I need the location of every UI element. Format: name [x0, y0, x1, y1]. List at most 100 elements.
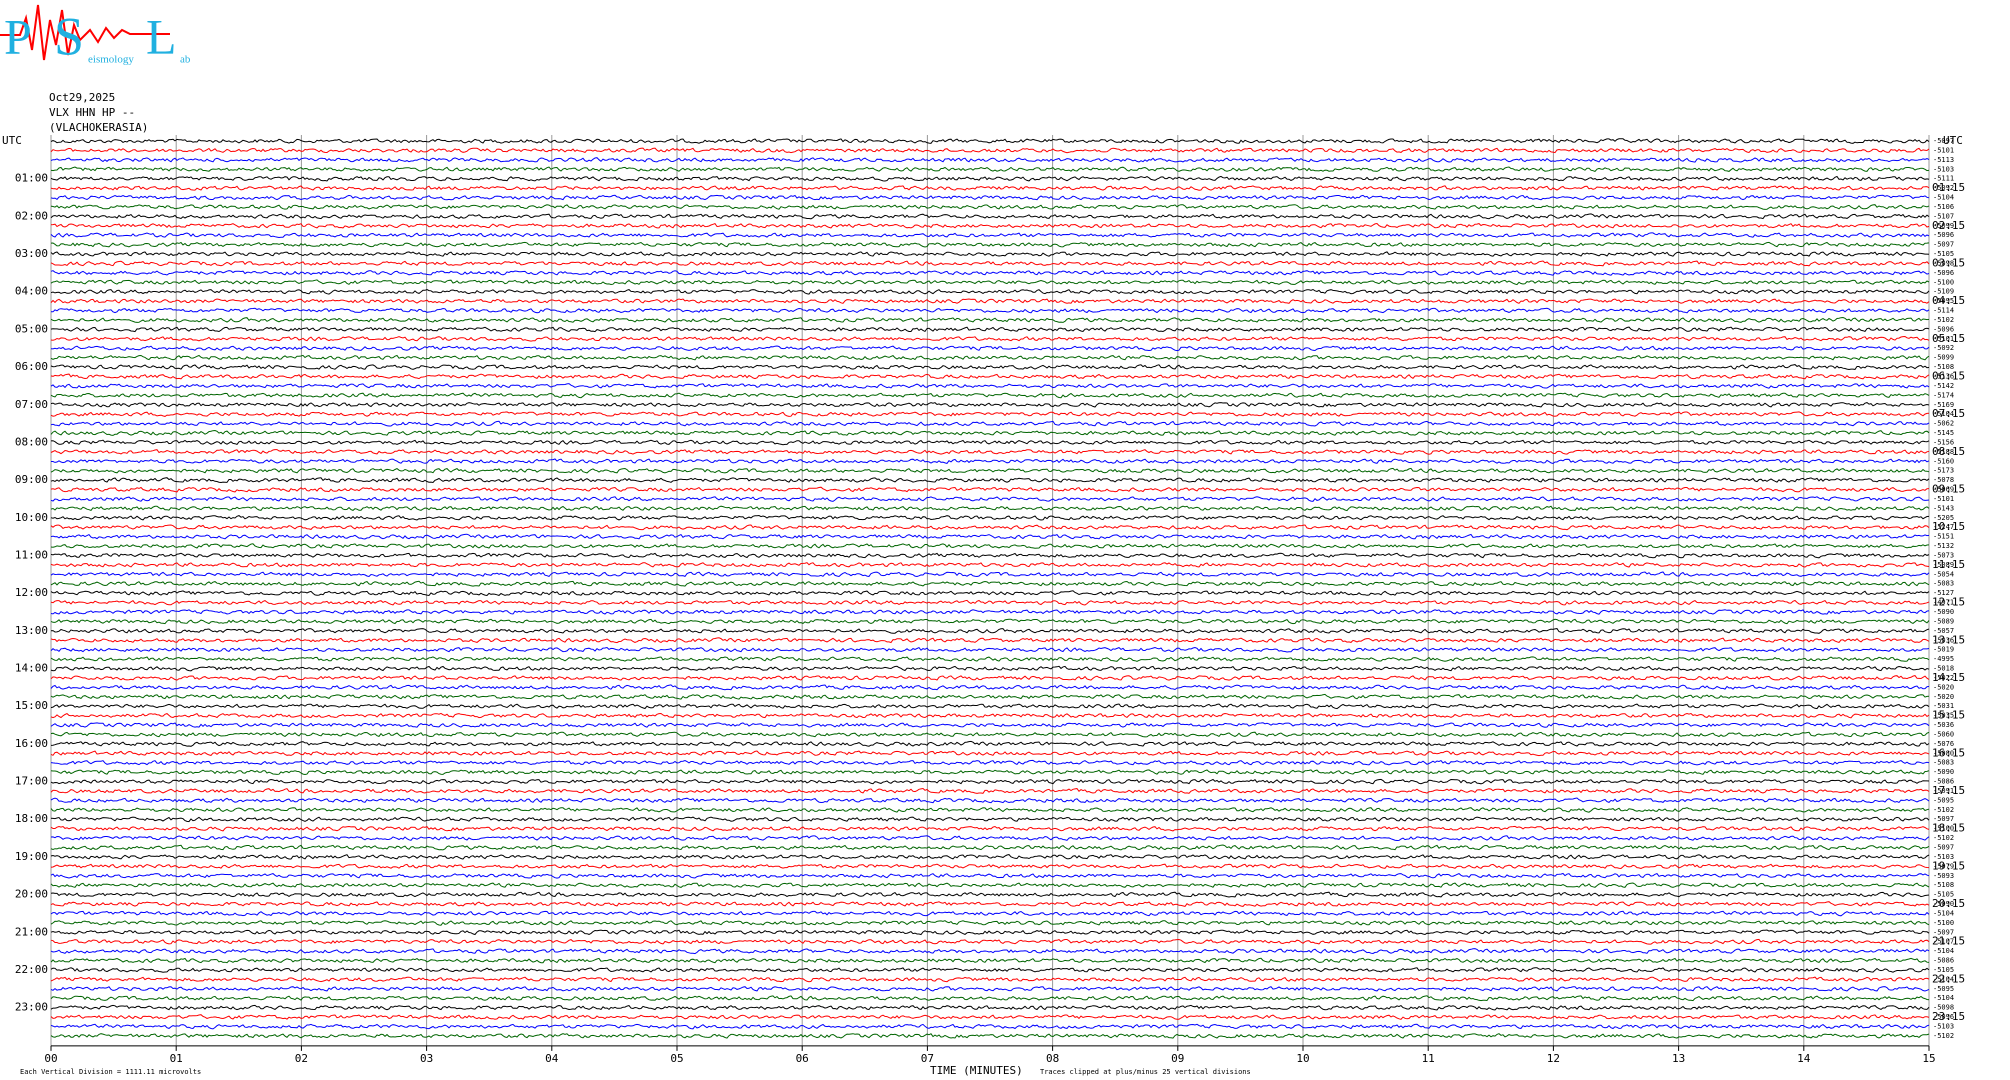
x-tick-label: 06 — [796, 1052, 809, 1065]
traces — [50, 138, 1930, 1039]
trace-offset: -5020 — [1933, 693, 1954, 701]
trace-offset: -5104 — [1933, 994, 1954, 1002]
trace — [50, 157, 1930, 163]
trace-offset: -5174 — [1933, 391, 1954, 399]
trace-offset: -5247 — [1933, 523, 1954, 531]
header-site: (VLACHOKERASIA) — [49, 121, 148, 134]
trace — [50, 477, 1930, 484]
x-tick-label: 08 — [1046, 1052, 1059, 1065]
trace-offset: -5114 — [1933, 307, 1954, 315]
x-tick-label: 07 — [921, 1052, 934, 1065]
trace-offset: -5104 — [1933, 410, 1954, 418]
trace — [50, 345, 1930, 352]
trace — [50, 543, 1930, 549]
right-time-label: 15:15 — [1932, 709, 1965, 722]
trace-offset: -5019 — [1933, 646, 1954, 654]
right-time-label: 20:15 — [1932, 897, 1965, 910]
trace-offset: -5090 — [1933, 900, 1954, 908]
trace-offset: -5073 — [1933, 551, 1954, 559]
trace-offset: -5080 — [1933, 749, 1954, 757]
trace — [50, 383, 1930, 389]
trace-offset: -5102 — [1933, 806, 1954, 814]
trace-offset: -5097 — [1933, 844, 1954, 852]
right-time-label: 06:15 — [1932, 370, 1965, 383]
right-time-label: 18:15 — [1932, 822, 1965, 835]
trace-offset: -5096 — [1933, 325, 1954, 333]
trace-offset: -5205 — [1933, 514, 1954, 522]
x-tick-label: 13 — [1672, 1052, 1685, 1065]
x-tick-label: 10 — [1296, 1052, 1309, 1065]
trace-offset: -5156 — [1933, 438, 1954, 446]
left-time-label: 09:00 — [15, 473, 48, 486]
trace — [50, 835, 1930, 842]
left-time-label: 02:00 — [15, 209, 48, 222]
trace-offset: -5097 — [1933, 815, 1954, 823]
trace-offset: -5145 — [1933, 429, 1954, 437]
trace-offset: -5107 — [1933, 938, 1954, 946]
trace-offset: -5098 — [1933, 259, 1954, 267]
trace — [50, 138, 1930, 144]
trace — [50, 750, 1930, 757]
logo-wave — [0, 4, 170, 61]
footnote: Traces clipped at plus/minus 25 vertical… — [1040, 1068, 1251, 1076]
trace — [50, 628, 1930, 634]
trace — [50, 213, 1930, 220]
trace-offset: -5102 — [1933, 834, 1954, 842]
trace — [50, 1014, 1930, 1020]
trace-offset: -5093 — [1933, 872, 1954, 880]
trace — [50, 995, 1930, 1002]
trace-offset: -5090 — [1933, 768, 1954, 776]
trace-offset: -5151 — [1933, 533, 1954, 541]
trace-offset: -5103 — [1933, 165, 1954, 173]
trace-offset: -5096 — [1933, 269, 1954, 277]
trace — [50, 618, 1930, 625]
left-time-label: 17:00 — [15, 775, 48, 788]
trace — [50, 251, 1930, 257]
right-time-label: 17:15 — [1932, 784, 1965, 797]
x-axis-title: TIME (MINUTES) — [930, 1064, 1023, 1077]
trace-offset: -4971 — [1933, 599, 1954, 607]
trace — [50, 580, 1930, 587]
trace — [50, 807, 1930, 813]
left-time-label: 10:00 — [15, 511, 48, 524]
trace — [50, 175, 1930, 182]
trace — [50, 948, 1930, 955]
trace-offset: -5100 — [1933, 919, 1954, 927]
trace-offset: -5108 — [1933, 363, 1954, 371]
trace-offset: -5104 — [1933, 975, 1954, 983]
x-tick-label: 02 — [295, 1052, 308, 1065]
trace-offset: -5083 — [1933, 759, 1954, 767]
right-time-label: 12:15 — [1932, 596, 1965, 609]
x-tick-label: 15 — [1922, 1052, 1935, 1065]
trace-offset: -5101 — [1933, 495, 1954, 503]
trace — [50, 863, 1930, 870]
trace-offset: -5100 — [1933, 278, 1954, 286]
left-time-label: 16:00 — [15, 737, 48, 750]
trace — [50, 920, 1930, 926]
trace — [50, 166, 1930, 172]
left-time-label: 21:00 — [15, 925, 48, 938]
trace — [50, 298, 1930, 304]
trace — [50, 722, 1930, 728]
trace-offset: -5036 — [1933, 636, 1954, 644]
left-time-label: 13:00 — [15, 624, 48, 637]
right-time-label: 07:15 — [1932, 407, 1965, 420]
trace-offset: -5018 — [1933, 665, 1954, 673]
trace-offset: -5102 — [1933, 316, 1954, 324]
trace — [50, 439, 1930, 446]
trace-offset: -5105 — [1933, 891, 1954, 899]
trace-offset: -5062 — [1933, 420, 1954, 428]
trace — [50, 844, 1930, 851]
trace-offset: -5103 — [1933, 1022, 1954, 1030]
trace-offset: -5104 — [1933, 909, 1954, 917]
trace — [50, 693, 1930, 700]
trace — [50, 335, 1930, 342]
left-time-label: 14:00 — [15, 662, 48, 675]
trace — [50, 147, 1930, 154]
trace — [50, 402, 1930, 408]
left-time-label: 06:00 — [15, 360, 48, 373]
trace-offset: -5106 — [1933, 203, 1954, 211]
right-time-label: 09:15 — [1932, 483, 1965, 496]
trace — [50, 703, 1930, 710]
right-time-label: UTC — [1943, 134, 1963, 147]
